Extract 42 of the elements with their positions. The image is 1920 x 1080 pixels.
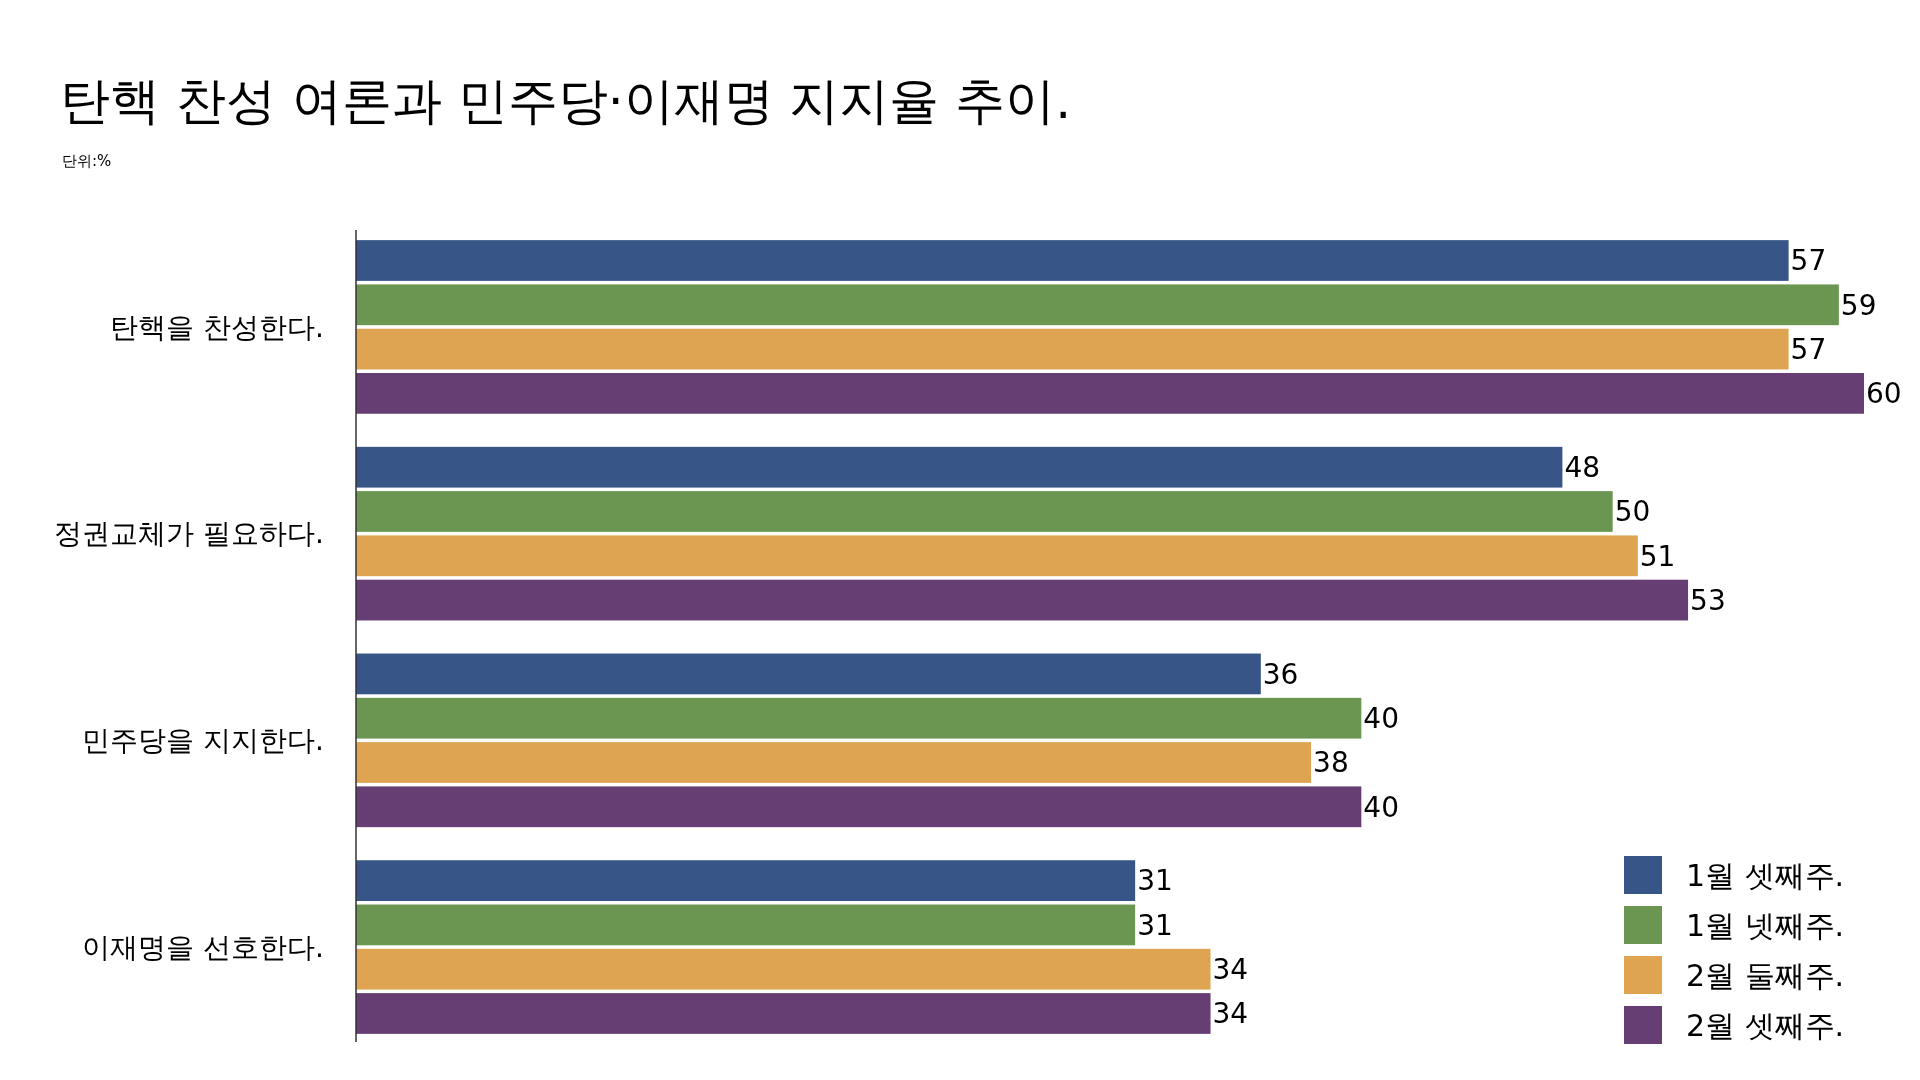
- bar: [356, 328, 1789, 370]
- data-label: 60: [1866, 377, 1902, 411]
- bar: [356, 697, 1362, 739]
- data-label: 50: [1614, 495, 1651, 529]
- data-label: 48: [1564, 451, 1601, 485]
- data-label: 31: [1137, 908, 1173, 942]
- bar: [356, 446, 1563, 488]
- bar: [356, 742, 1312, 783]
- y-tick-label: 정권교체가 필요하다.: [54, 517, 324, 551]
- y-tick-label: 민주당을 지지한다.: [82, 724, 324, 758]
- y-tick-label: 이재명을 선호한다.: [82, 930, 324, 964]
- data-label: 34: [1212, 953, 1249, 986]
- bar: [356, 579, 1689, 621]
- bar: [356, 993, 1211, 1034]
- legend-label: 2월 셋째주.: [1686, 1007, 1845, 1043]
- data-label: 38: [1313, 746, 1349, 780]
- bar: [356, 373, 1864, 414]
- legend-label: 1월 넷째주.: [1686, 907, 1845, 943]
- data-label: 36: [1262, 657, 1299, 691]
- data-label: 53: [1690, 583, 1726, 617]
- bar: [356, 948, 1211, 990]
- data-label: 57: [1790, 244, 1827, 278]
- data-label: 31: [1137, 864, 1173, 898]
- bar: [356, 491, 1613, 532]
- data-label: 40: [1363, 790, 1399, 824]
- chart-title: 탄핵 찬성 여론과 민주당·이재명 지지율 추이.: [60, 72, 1072, 130]
- bar: [356, 240, 1789, 281]
- bar: [356, 535, 1638, 577]
- bar: [356, 284, 1839, 326]
- data-label: 51: [1639, 539, 1676, 573]
- bar: [356, 860, 1136, 901]
- bar: [356, 653, 1261, 695]
- text: 단위:%: [62, 152, 112, 170]
- data-label: 34: [1212, 997, 1249, 1031]
- y-tick-label: 탄핵을 찬성한다.: [110, 310, 324, 344]
- legend-label: 2월 둘째주.: [1686, 957, 1845, 993]
- legend-label: 1월 셋째주.: [1686, 857, 1845, 893]
- data-label: 40: [1363, 702, 1399, 735]
- bar: [356, 904, 1136, 946]
- data-label: 59: [1840, 288, 1877, 322]
- bar: [356, 786, 1362, 828]
- data-label: 57: [1790, 332, 1827, 366]
